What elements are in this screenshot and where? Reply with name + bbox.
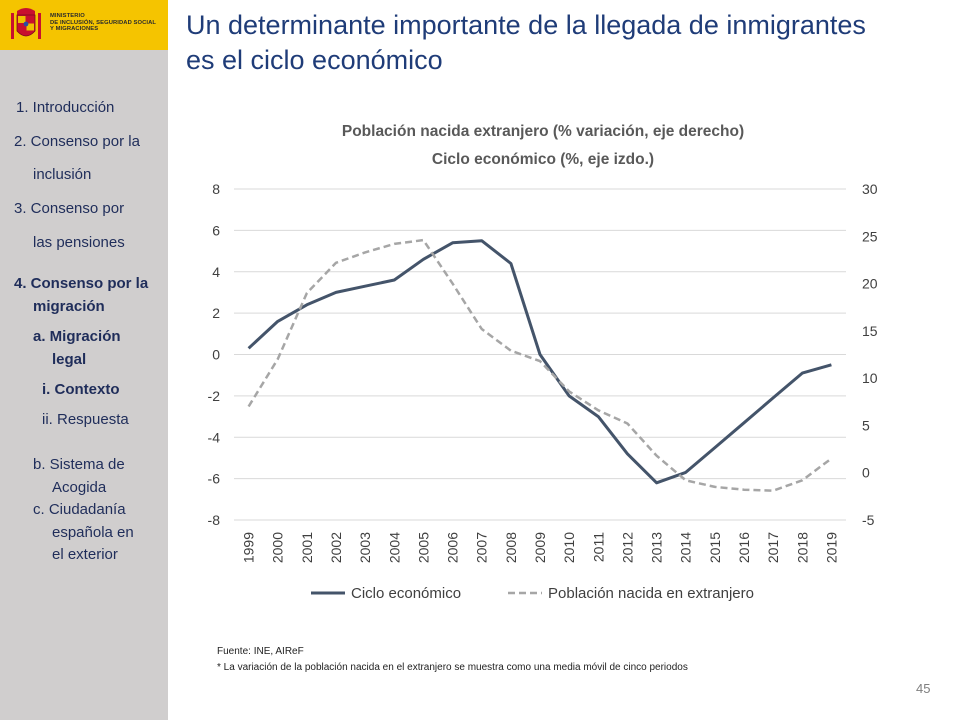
y-right-tick-label: 20: [862, 276, 878, 292]
y-left-tick-label: 8: [212, 181, 220, 197]
sidebar-item-ciudadania[interactable]: c. Ciudadanía: [33, 501, 126, 518]
sidebar-item-introduccion[interactable]: 1. Introducción: [16, 99, 115, 116]
sidebar: MINISTERIO DE INCLUSIÓN, SEGURIDAD SOCIA…: [0, 0, 168, 720]
y-right-tick-label: 5: [862, 417, 870, 433]
x-tick-label: 2009: [532, 532, 548, 563]
source-line: Fuente: INE, AIReF: [217, 646, 304, 657]
y-left-tick-label: -6: [208, 471, 221, 487]
slide-title-line1: Un determinante importante de la llegada…: [186, 10, 866, 40]
y-right-tick-label: 15: [862, 323, 878, 339]
sidebar-item-consenso-inclusion-cont[interactable]: inclusión: [33, 166, 92, 183]
y-left-tick-label: 4: [212, 264, 220, 280]
sidebar-item-ciudadania-cont2[interactable]: el exterior: [52, 546, 118, 563]
x-axis: 1999 2000 2001 2002 2003 2004 2005 2006 2007 2008…: [241, 532, 840, 563]
coat-of-arms-icon: [11, 8, 41, 39]
y-left-tick-label: -4: [208, 429, 221, 445]
y-right-tick-label: 25: [862, 228, 878, 244]
sidebar-item-consenso-migracion-cont[interactable]: migración: [33, 298, 105, 315]
slide-title-line2: es el ciclo económico: [186, 45, 443, 75]
ministry-name: MINISTERIO DE INCLUSIÓN, SEGURIDAD SOCIA…: [50, 13, 157, 33]
y-left-tick-label: -2: [208, 388, 221, 404]
x-tick-label: 1999: [241, 532, 257, 563]
sidebar-item-migracion-legal[interactable]: a. Migración: [33, 328, 121, 345]
series-line-poblacion: [247, 238, 833, 492]
sidebar-item-sistema-acogida-cont[interactable]: Acogida: [52, 479, 107, 496]
y-right-tick-label: 10: [862, 370, 878, 386]
x-tick-label: 2010: [561, 532, 577, 563]
sidebar-item-consenso-inclusion[interactable]: 2. Consenso por la: [14, 133, 140, 150]
x-tick-label: 2016: [736, 532, 752, 563]
x-tick-label: 2015: [707, 532, 723, 563]
chart-title-line2: Ciclo económico (%, eje izdo.): [432, 151, 654, 168]
x-tick-label: 2008: [503, 532, 519, 563]
x-tick-label: 2001: [299, 532, 315, 563]
y-right-tick-label: -5: [862, 512, 875, 528]
x-tick-label: 2013: [649, 532, 665, 563]
source-note: Fuente: INE, AIReF * La variación de la …: [217, 644, 688, 676]
grid-lines: [234, 188, 846, 521]
sidebar-item-contexto[interactable]: i. Contexto: [42, 381, 120, 398]
sidebar-item-migracion-legal-cont[interactable]: legal: [52, 351, 87, 368]
legend-label-poblacion: Población nacida en extranjero: [548, 585, 754, 602]
legend: Ciclo económico Población nacida en extr…: [311, 585, 754, 602]
y-right-tick-label: 30: [862, 181, 878, 197]
x-tick-label: 2014: [678, 532, 694, 563]
x-tick-label: 2004: [386, 532, 402, 563]
sidebar-item-consenso-migracion[interactable]: 4. Consenso por la: [14, 275, 149, 292]
y-left-tick-label: 0: [212, 347, 220, 363]
ministry-logo: MINISTERIO DE INCLUSIÓN, SEGURIDAD SOCIA…: [0, 0, 168, 50]
x-tick-label: 2017: [765, 532, 781, 563]
sidebar-item-consenso-pensiones[interactable]: 3. Consenso por: [14, 200, 125, 217]
x-tick-label: 2006: [445, 532, 461, 563]
sidebar-item-consenso-pensiones-cont[interactable]: las pensiones: [33, 234, 125, 251]
y-left-tick-label: 2: [212, 305, 220, 321]
x-tick-label: 2002: [328, 532, 344, 563]
page-number: 45: [916, 681, 931, 696]
x-tick-label: 2018: [794, 532, 810, 563]
x-tick-label: 2011: [590, 532, 606, 562]
x-tick-label: 2003: [357, 532, 373, 563]
x-tick-label: 2007: [474, 532, 490, 563]
sidebar-item-ciudadania-cont1[interactable]: española en: [52, 524, 134, 541]
x-tick-label: 2005: [415, 532, 431, 563]
x-tick-label: 2012: [619, 532, 635, 563]
line-chart: Población nacida extranjero (% variación…: [208, 123, 878, 602]
chart-title-line1: Población nacida extranjero (% variación…: [342, 123, 744, 140]
y-left-tick-label: 6: [212, 222, 220, 238]
y-axis-left: 8 6 4 2 0 -2 -4 -6 -8: [208, 181, 221, 528]
legend-label-ciclo: Ciclo económico: [351, 585, 461, 602]
series-line-ciclo: [247, 239, 832, 485]
series-lines: [247, 238, 833, 492]
footnote-line: * La variación de la población nacida en…: [217, 662, 688, 673]
y-axis-right: 30 25 20 15 10 5 0 -5: [862, 181, 878, 528]
x-tick-label: 2019: [823, 532, 839, 563]
sidebar-item-respuesta[interactable]: ii. Respuesta: [42, 411, 129, 428]
y-right-tick-label: 0: [862, 465, 870, 481]
y-left-tick-label: -8: [208, 512, 221, 528]
sidebar-item-sistema-acogida[interactable]: b. Sistema de: [33, 456, 125, 473]
slide-title: Un determinante importante de la llegada…: [186, 8, 946, 78]
x-tick-label: 2000: [270, 532, 286, 563]
